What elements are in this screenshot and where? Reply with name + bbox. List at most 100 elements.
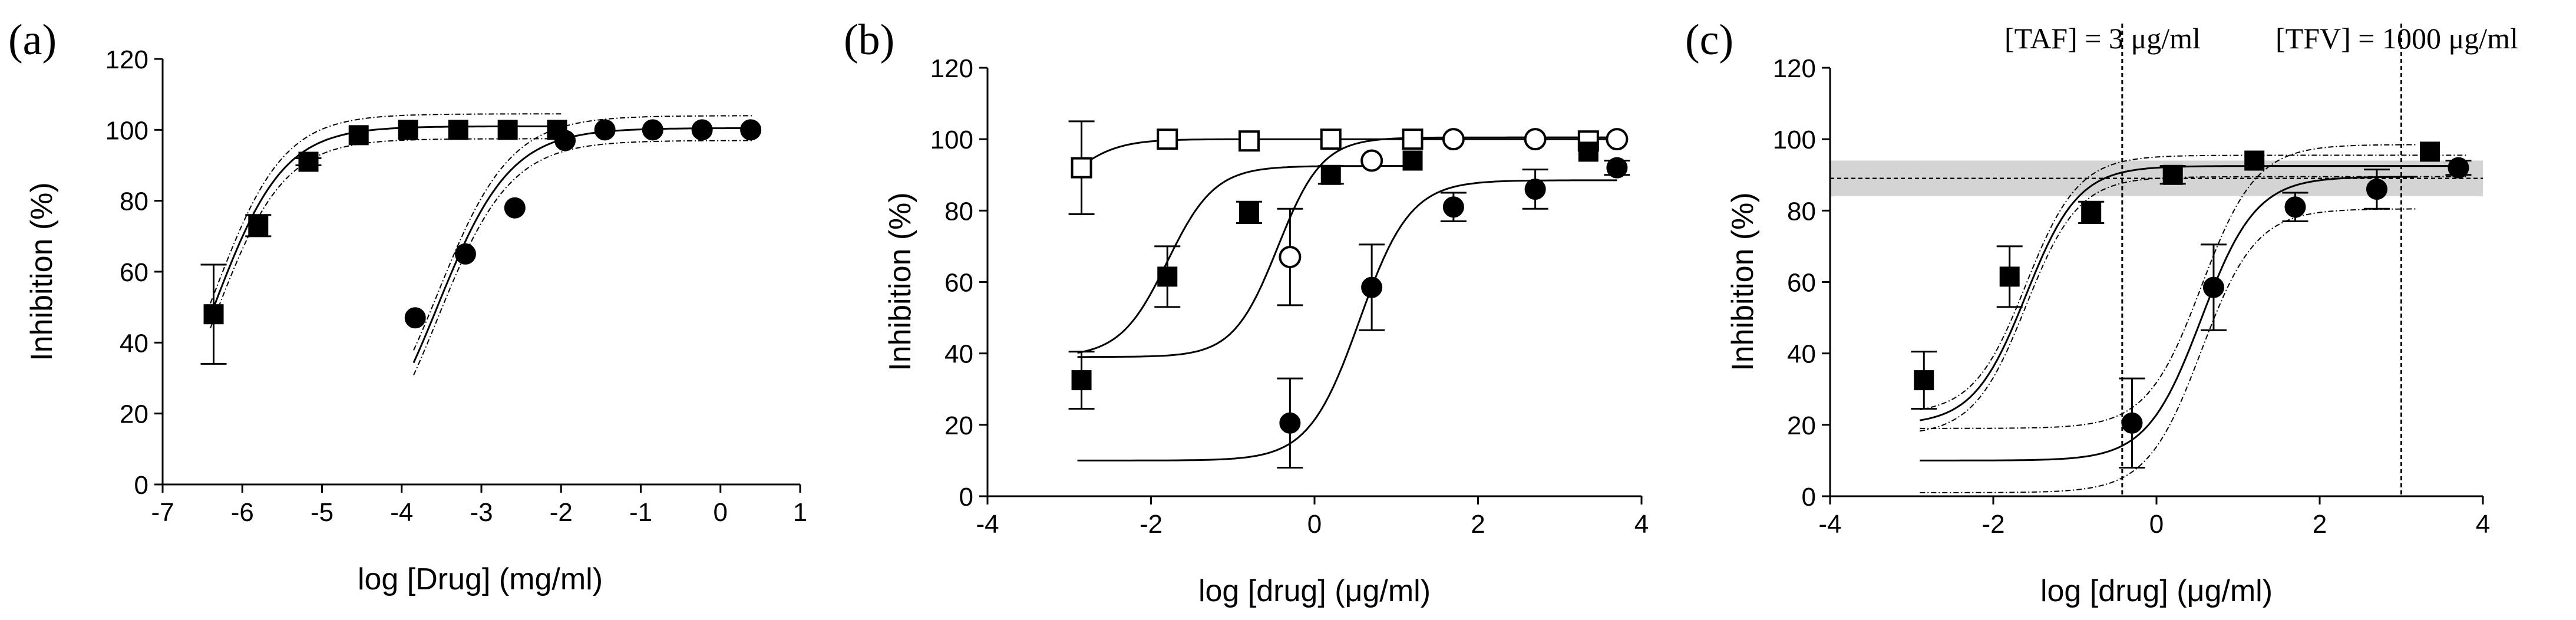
fit-confidence-upper	[1920, 144, 2418, 429]
fit-curve	[1077, 179, 1617, 461]
data-point-circle	[740, 119, 762, 141]
data-point-square	[1402, 150, 1423, 171]
data-point-square	[298, 151, 319, 172]
x-axis-label: log [drug] (μg/ml)	[2040, 574, 2273, 608]
fit-confidence-upper	[210, 113, 562, 304]
data-point-square	[348, 125, 369, 146]
x-tick-label: -4	[1818, 510, 1841, 539]
x-axis-label: log [Drug] (mg/ml)	[358, 562, 603, 596]
y-tick-label: 80	[944, 197, 973, 226]
panel-label: (b)	[844, 16, 894, 64]
data-point-square	[497, 120, 518, 140]
data-point-square	[203, 304, 224, 325]
x-tick-label: 2	[2313, 510, 2327, 539]
x-tick-label: 4	[2476, 510, 2490, 539]
fit-curve	[1920, 176, 2418, 461]
panel-a: 0 20 40 60 80 100 120 -7 -6 -5 -4 -3 -2 -1 0 1 log [Drug…	[8, 16, 807, 596]
data-point-square	[1239, 130, 1260, 152]
y-tick-label: 20	[1787, 411, 1816, 440]
fit-confidence-upper	[413, 115, 752, 351]
y-tick-label: 20	[944, 411, 973, 440]
data-point-square	[1402, 128, 1424, 150]
data-point-square	[248, 215, 269, 236]
x-tick-label: 0	[2149, 510, 2164, 539]
y-axis-label: Inhibition (%)	[883, 192, 917, 371]
data-point-square	[1320, 128, 1342, 150]
y-tick-label: 120	[1773, 54, 1816, 83]
x-axis-label: log [drug] (μg/ml)	[1198, 574, 1431, 608]
data-point-circle	[1524, 128, 1547, 151]
y-tick-label: 80	[120, 187, 148, 216]
y-tick-label: 80	[1787, 197, 1816, 226]
data-point-circle	[2366, 178, 2387, 200]
y-tick-label: 20	[120, 400, 148, 429]
data-point-circle	[1442, 128, 1465, 151]
data-point-square	[1914, 370, 1934, 391]
y-tick-label: 60	[120, 258, 148, 287]
x-tick-label: -2	[1140, 510, 1162, 539]
data-point-circle	[1360, 149, 1383, 172]
data-point-circle	[1279, 412, 1301, 434]
x-tick-label: -2	[1981, 510, 2004, 539]
data-point-circle	[1524, 178, 1546, 200]
x-tick-label: -7	[151, 498, 174, 527]
panel-label: (c)	[1685, 16, 1733, 64]
data-point-square	[1578, 141, 1599, 162]
data-point-circle	[404, 307, 426, 329]
data-point-square	[2081, 202, 2102, 223]
data-point-circle	[1279, 246, 1302, 269]
data-point-circle	[2121, 412, 2143, 434]
data-point-circle	[594, 119, 616, 141]
x-tick-label: 1	[793, 498, 807, 527]
fit-confidence-upper	[1920, 154, 2467, 411]
x-tick-label: -3	[470, 498, 493, 527]
panel-b: 0 20 40 60 80 100 120 -4 -2 0 2 4 log [drug] (μg/ml)…	[844, 16, 1649, 608]
x-tick-label: 4	[1634, 510, 1649, 539]
data-point-square	[1320, 164, 1341, 185]
fit-confidence-lower	[1920, 176, 2467, 432]
data-point-circle	[642, 119, 663, 141]
y-tick-label: 0	[134, 471, 148, 500]
data-point-circle	[1606, 157, 1628, 179]
y-tick-label: 40	[120, 329, 148, 358]
x-tick-label: 2	[1471, 510, 1485, 539]
data-point-square	[1071, 157, 1092, 179]
data-point-circle	[554, 130, 576, 151]
y-tick-label: 120	[105, 45, 148, 74]
y-tick-label: 100	[105, 116, 148, 145]
data-point-circle	[2202, 276, 2224, 298]
data-point-circle	[454, 243, 476, 265]
y-tick-label: 100	[930, 126, 973, 154]
y-axis-label: Inhibition (%)	[1726, 192, 1760, 371]
x-tick-label: -2	[550, 498, 573, 527]
x-tick-label: -6	[231, 498, 254, 527]
data-point-circle	[2448, 157, 2469, 179]
x-tick-label: -5	[311, 498, 333, 527]
data-point-circle	[2284, 196, 2306, 218]
y-tick-label: 60	[1787, 269, 1816, 298]
data-point-circle	[1606, 128, 1629, 151]
y-tick-label: 60	[944, 269, 973, 298]
y-axis-label: Inhibition (%)	[25, 182, 59, 361]
data-point-square	[1157, 266, 1178, 287]
y-tick-label: 0	[959, 483, 973, 512]
x-tick-label: 0	[714, 498, 728, 527]
x-tick-label: 0	[1307, 510, 1322, 539]
data-point-square	[1157, 128, 1178, 150]
fit-curve	[1077, 165, 1413, 354]
y-tick-label: 120	[930, 54, 973, 83]
fit-curve	[1920, 165, 2467, 421]
data-point-square	[2244, 150, 2265, 171]
data-point-square	[1071, 370, 1092, 391]
data-point-circle	[691, 119, 713, 141]
data-point-circle	[1442, 196, 1464, 218]
x-tick-label: -4	[976, 510, 999, 539]
x-tick-label: -4	[390, 498, 413, 527]
annotation-label: [TFV] = 1000 μg/ml	[2276, 22, 2518, 55]
x-tick-label: -1	[629, 498, 652, 527]
data-point-square	[2419, 141, 2440, 162]
y-tick-label: 40	[944, 340, 973, 369]
data-point-circle	[504, 197, 526, 219]
annotation-label: [TAF] = 3 μg/ml	[2004, 22, 2201, 55]
